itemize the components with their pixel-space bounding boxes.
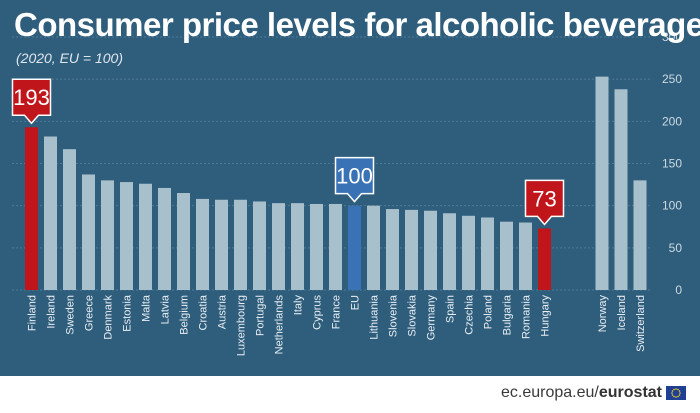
bar-spain bbox=[443, 213, 456, 290]
bar-luxembourg bbox=[234, 199, 247, 290]
x-label-iceland: Iceland bbox=[616, 295, 628, 330]
bar-italy bbox=[291, 203, 304, 290]
bar-iceland bbox=[614, 89, 628, 290]
bar-eu bbox=[348, 205, 361, 290]
bar-germany bbox=[424, 210, 437, 290]
callout-box-finland bbox=[11, 78, 52, 125]
x-label-eu: EU bbox=[350, 295, 362, 310]
bar-poland bbox=[481, 217, 494, 290]
y-tick-labels: 0 50 100 150 200 250 300 bbox=[662, 30, 682, 297]
x-label-romania: Romania bbox=[521, 294, 533, 339]
bar-slovakia bbox=[405, 209, 418, 290]
bar-norway bbox=[595, 76, 609, 291]
x-label-france: France bbox=[331, 295, 343, 329]
x-label-estonia: Estonia bbox=[122, 294, 134, 332]
y-tick-200: 200 bbox=[662, 114, 682, 128]
bar-switzerland bbox=[633, 180, 647, 290]
x-label-luxembourg: Luxembourg bbox=[236, 295, 248, 356]
y-tick-0: 0 bbox=[675, 283, 682, 297]
chart-title: Consumer price levels for alcoholic beve… bbox=[14, 6, 700, 43]
x-label-spain: Spain bbox=[445, 295, 457, 323]
bar-ireland bbox=[44, 136, 57, 290]
bar-cyprus bbox=[310, 203, 323, 290]
x-label-malta: Malta bbox=[141, 294, 153, 322]
x-label-croatia: Croatia bbox=[198, 294, 210, 330]
eurostat-brand[interactable]: eurostat bbox=[598, 384, 662, 401]
callout-box-hungary bbox=[524, 179, 565, 226]
x-label-ireland: Ireland bbox=[46, 295, 58, 329]
x-label-slovenia: Slovenia bbox=[388, 294, 400, 337]
x-label-latvia: Latvia bbox=[160, 294, 172, 324]
bar-bulgaria bbox=[500, 221, 513, 290]
x-label-netherlands: Netherlands bbox=[274, 295, 286, 355]
y-tick-100: 100 bbox=[662, 199, 682, 213]
bar-latvia bbox=[158, 187, 171, 290]
bar-netherlands bbox=[272, 203, 285, 290]
x-label-austria: Austria bbox=[217, 294, 229, 329]
x-label-lithuania: Lithuania bbox=[369, 294, 381, 340]
x-label-portugal: Portugal bbox=[255, 295, 267, 336]
callout-label-finland: 193 bbox=[13, 85, 50, 110]
callout-box-eu bbox=[334, 156, 375, 203]
x-label-denmark: Denmark bbox=[103, 295, 115, 340]
callouts: 193 100 73 bbox=[11, 78, 565, 226]
y-tick-50: 50 bbox=[669, 241, 683, 255]
bar-croatia bbox=[196, 198, 209, 290]
x-label-finland: Finland bbox=[27, 295, 39, 331]
x-label-germany: Germany bbox=[426, 295, 438, 341]
bar-czechia bbox=[462, 215, 475, 290]
x-label-switzerland: Switzerland bbox=[635, 295, 647, 352]
bar-estonia bbox=[120, 182, 133, 290]
bar-greece bbox=[82, 174, 95, 290]
x-tick-labels: Finland Ireland Sweden Greece Denmark Estonia… bbox=[27, 294, 648, 356]
y-tick-300: 300 bbox=[662, 30, 682, 44]
bar-sweden bbox=[63, 149, 76, 290]
bar-portugal bbox=[253, 201, 266, 290]
bar-belgium bbox=[177, 193, 190, 290]
bar-romania bbox=[519, 222, 532, 290]
x-label-belgium: Belgium bbox=[179, 295, 191, 335]
source-url[interactable]: ec.europa.eu/ bbox=[501, 384, 599, 401]
bar-slovenia bbox=[386, 209, 399, 290]
bar-chart: Finland Ireland Sweden Greece Denmark Estonia… bbox=[11, 30, 682, 356]
bar-finland bbox=[25, 127, 38, 290]
x-label-sweden: Sweden bbox=[65, 295, 77, 335]
bar-malta bbox=[139, 183, 152, 290]
x-label-slovakia: Slovakia bbox=[407, 294, 419, 336]
x-label-poland: Poland bbox=[483, 295, 495, 329]
bar-france bbox=[329, 203, 342, 290]
chart-subtitle: (2020, EU = 100) bbox=[16, 50, 124, 66]
y-tick-250: 250 bbox=[662, 72, 682, 86]
bar-denmark bbox=[101, 180, 114, 290]
eu-flag-icon bbox=[666, 386, 686, 400]
y-tick-150: 150 bbox=[662, 157, 682, 171]
x-label-italy: Italy bbox=[293, 295, 305, 316]
source-footer[interactable]: ec.europa.eu/eurostat bbox=[501, 384, 686, 402]
x-label-greece: Greece bbox=[84, 295, 96, 331]
bar-austria bbox=[215, 199, 228, 290]
callout-label-hungary: 73 bbox=[532, 186, 556, 211]
x-label-czechia: Czechia bbox=[464, 294, 476, 335]
bars bbox=[25, 76, 647, 291]
bar-hungary bbox=[538, 228, 551, 290]
x-label-cyprus: Cyprus bbox=[312, 295, 324, 330]
bar-lithuania bbox=[367, 205, 380, 290]
x-label-bulgaria: Bulgaria bbox=[502, 294, 514, 335]
callout-label-eu: 100 bbox=[336, 164, 373, 189]
x-label-norway: Norway bbox=[597, 295, 609, 333]
x-label-hungary: Hungary bbox=[540, 295, 552, 337]
